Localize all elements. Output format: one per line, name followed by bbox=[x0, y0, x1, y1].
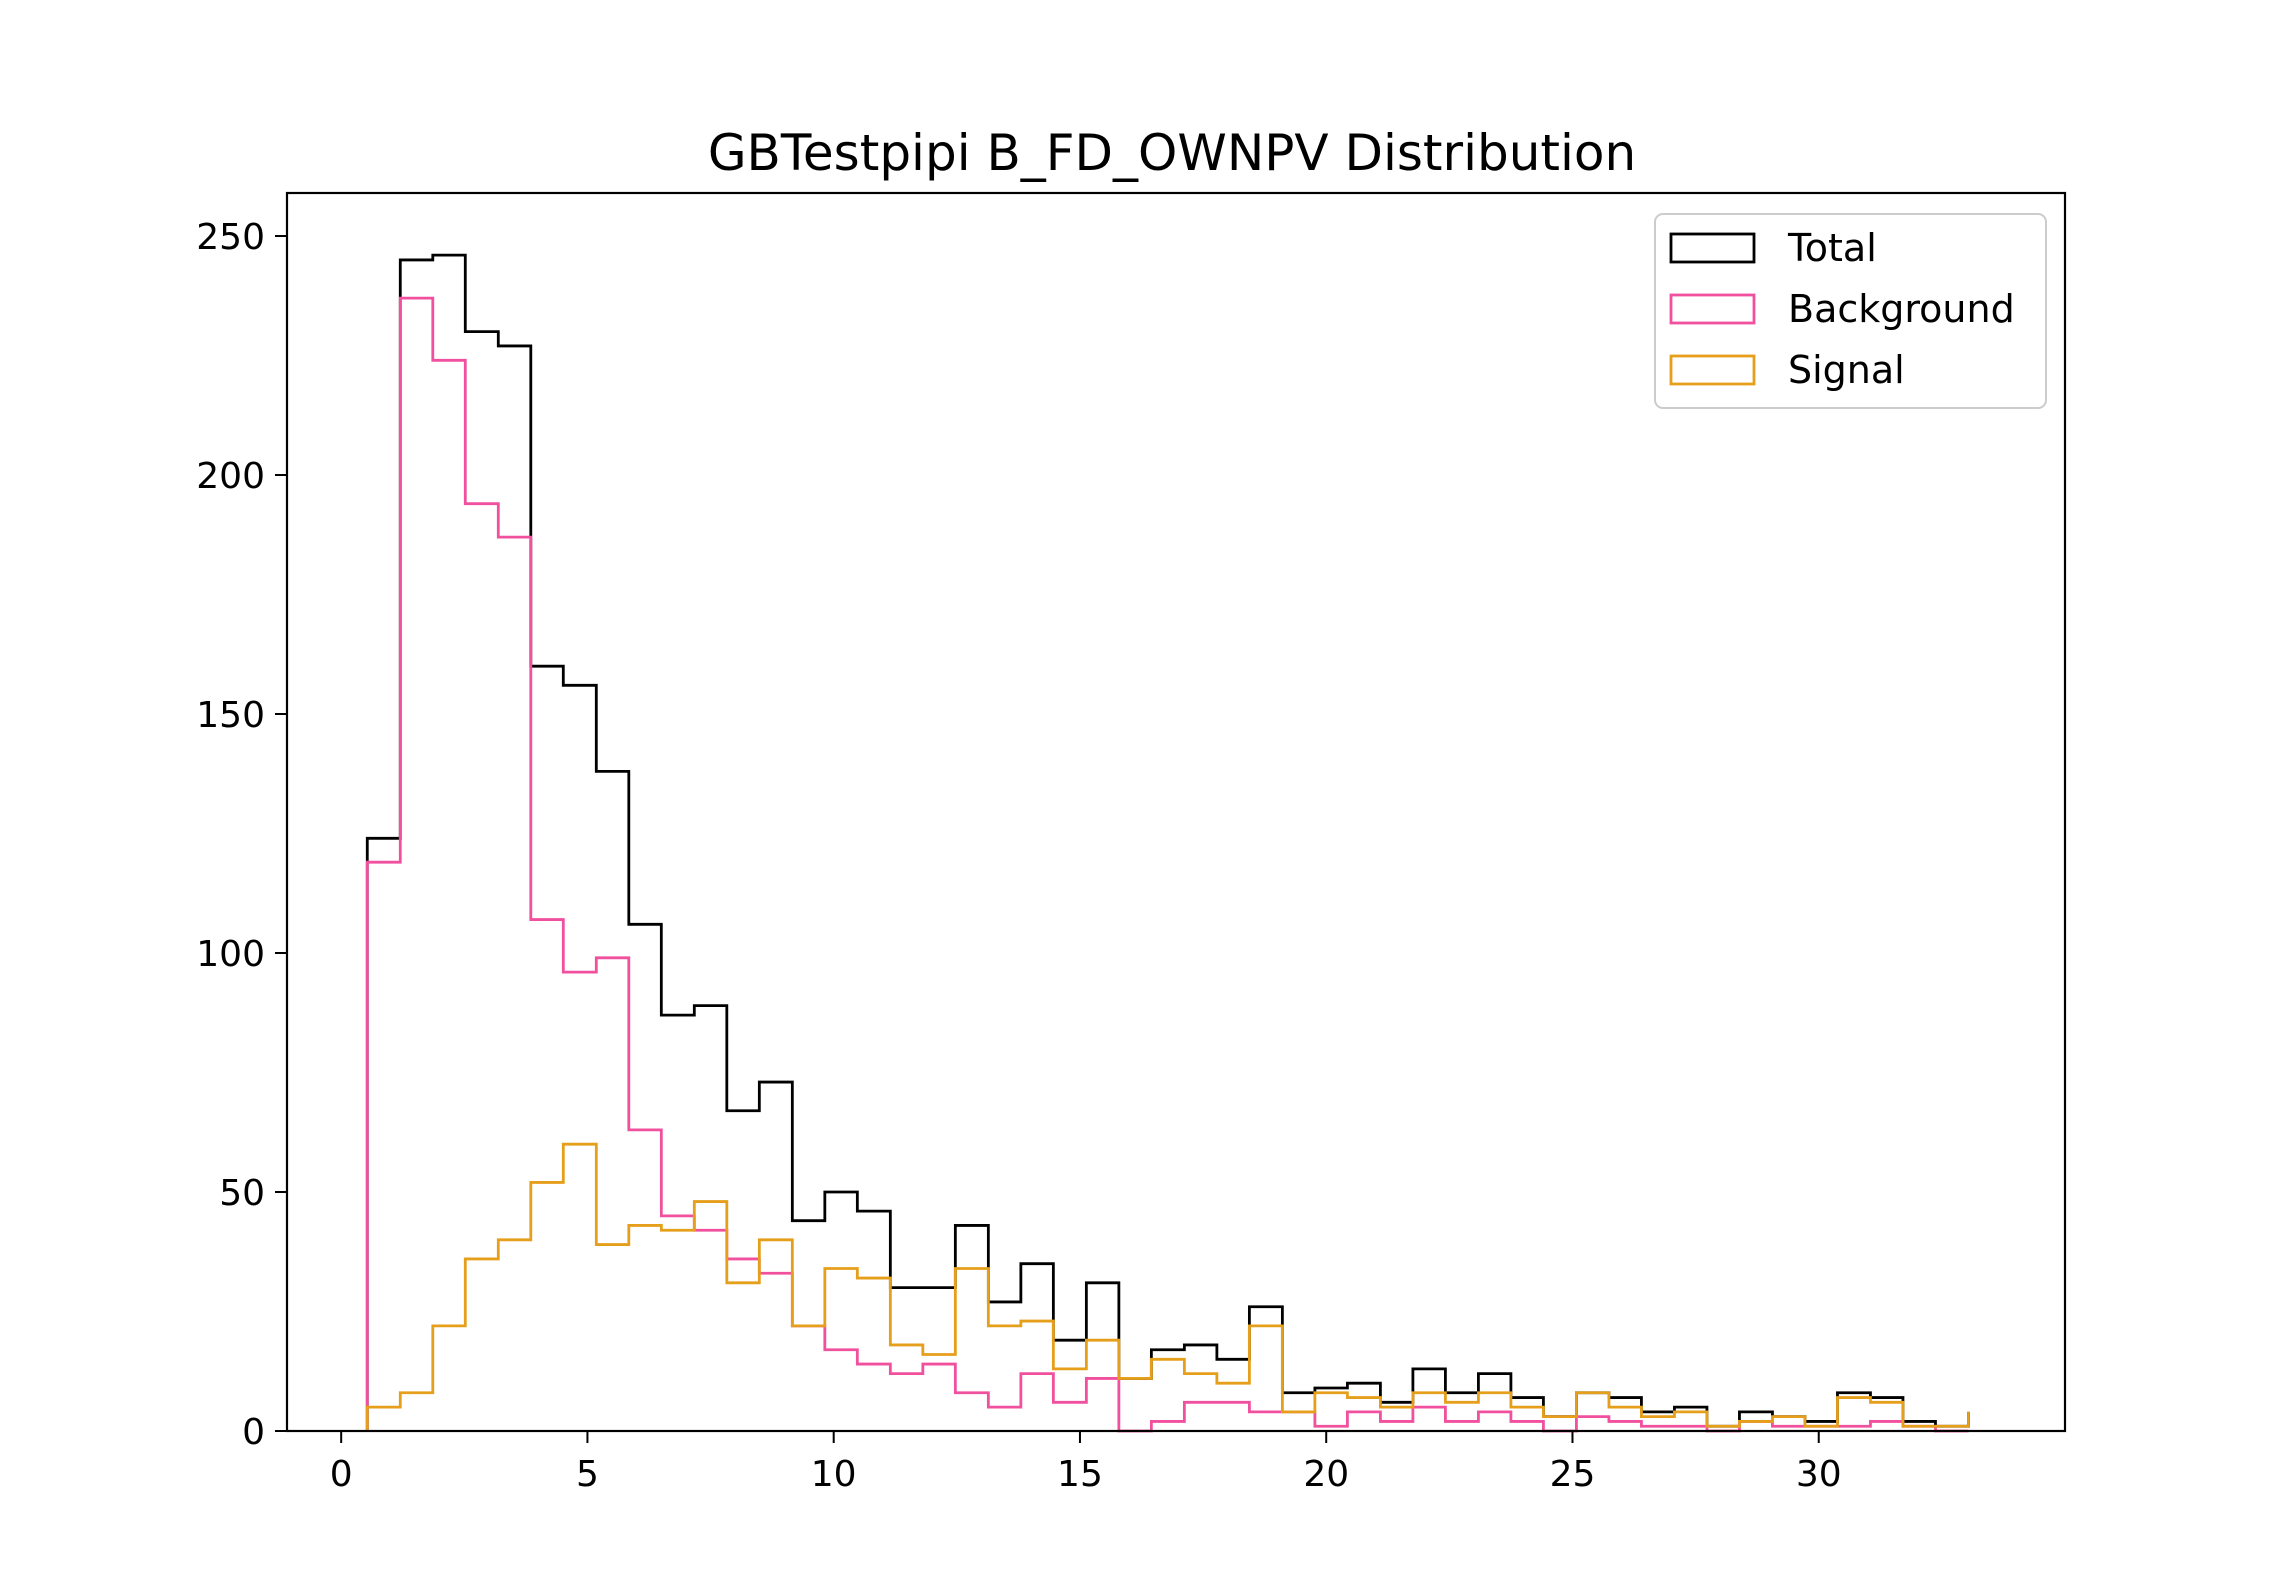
y-tick-label: 150 bbox=[196, 695, 265, 736]
y-tick-label: 250 bbox=[196, 217, 265, 258]
legend-label-total: Total bbox=[1787, 226, 1877, 270]
axes: 0 5 10 15 20 25 30 0 50 100 150 200 250 bbox=[196, 191, 2067, 1495]
legend-label-signal: Signal bbox=[1788, 348, 1905, 392]
x-tick-label: 25 bbox=[1550, 1454, 1596, 1495]
y-tick-label: 200 bbox=[196, 456, 265, 497]
histogram-series-signal bbox=[365, 1142, 1970, 1431]
x-tick-label: 10 bbox=[811, 1454, 857, 1495]
histogram-series-total bbox=[365, 253, 1970, 1431]
x-tick-label: 5 bbox=[576, 1454, 599, 1495]
legend-swatch-signal bbox=[1669, 354, 1756, 386]
plot-area bbox=[365, 253, 1970, 1433]
chart-title: GBTestpipi B_FD_OWNPV Distribution bbox=[708, 124, 1636, 182]
legend-swatch-background bbox=[1669, 293, 1756, 325]
axes-frame bbox=[285, 191, 2067, 1433]
x-tick-label: 20 bbox=[1303, 1454, 1349, 1495]
histogram-series-background bbox=[365, 296, 1969, 1433]
legend-swatch-total bbox=[1669, 232, 1756, 264]
y-tick-label: 50 bbox=[219, 1173, 265, 1214]
x-tick-label: 15 bbox=[1057, 1454, 1103, 1495]
legend: Total Background Signal bbox=[1654, 213, 2047, 409]
x-tick-label: 0 bbox=[330, 1454, 353, 1495]
y-tick-label: 100 bbox=[196, 934, 265, 975]
legend-label-background: Background bbox=[1788, 287, 2015, 331]
x-tick-label: 30 bbox=[1796, 1454, 1842, 1495]
y-tick-label: 0 bbox=[242, 1412, 265, 1453]
